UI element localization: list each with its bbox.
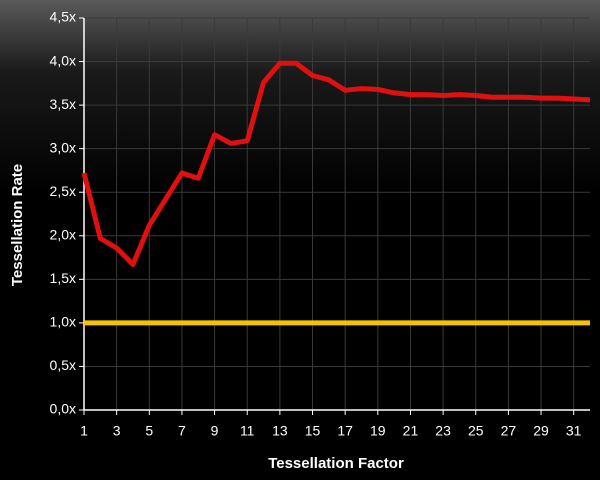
y-axis-label: Tessellation Rate: [9, 164, 26, 286]
x-tick-label: 9: [211, 423, 219, 439]
y-tick-label: 1,0x: [50, 314, 76, 330]
x-tick-label: 21: [403, 423, 419, 439]
y-tick-label: 3,5x: [50, 96, 76, 112]
x-tick-label: 5: [145, 423, 153, 439]
x-tick-label: 13: [272, 423, 288, 439]
x-tick-label: 15: [305, 423, 321, 439]
y-tick-label: 1,5x: [50, 270, 76, 286]
x-tick-label: 3: [113, 423, 121, 439]
x-tick-label: 29: [533, 423, 549, 439]
y-tick-label: 0,0x: [50, 401, 76, 417]
x-tick-label: 7: [178, 423, 186, 439]
y-tick-label: 3,0x: [50, 139, 76, 155]
y-tick-label: 4,0x: [50, 52, 76, 68]
y-tick-label: 0,5x: [50, 357, 76, 373]
y-tick-label: 2,5x: [50, 183, 76, 199]
x-axis-label: Tessellation Factor: [268, 455, 404, 472]
x-tick-label: 27: [501, 423, 517, 439]
x-tick-label: 17: [337, 423, 353, 439]
x-tick-label: 19: [370, 423, 386, 439]
series-line: [81, 60, 591, 268]
y-tick-label: 4,5x: [50, 9, 76, 25]
y-tick-label: 2,0x: [50, 226, 76, 242]
x-tick-label: 23: [435, 423, 451, 439]
x-tick-label: 25: [468, 423, 484, 439]
x-tick-label: 1: [80, 423, 88, 439]
x-tick-label: 11: [240, 423, 255, 439]
x-tick-label: 31: [566, 423, 582, 439]
